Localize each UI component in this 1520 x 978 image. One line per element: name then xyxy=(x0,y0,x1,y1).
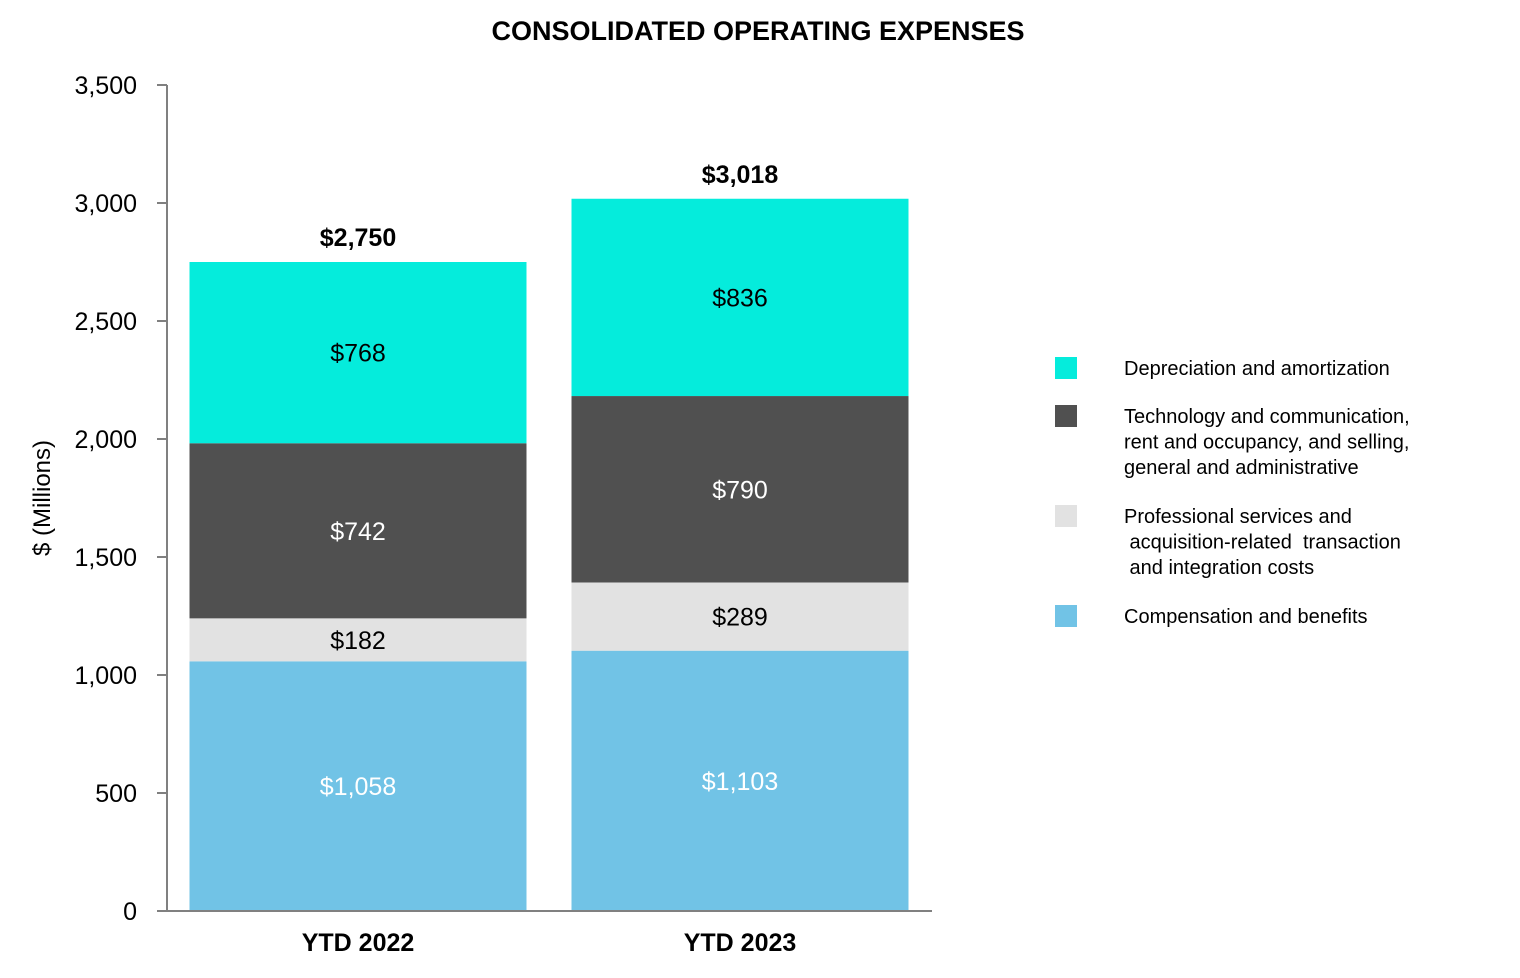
bar-segment xyxy=(571,582,909,651)
legend: Depreciation and amortization Technology … xyxy=(1055,357,1410,628)
legend-item: Professional services and acquisition-re… xyxy=(1055,505,1401,579)
y-tick-label: 1,000 xyxy=(74,662,137,690)
segment-value-label: $768 xyxy=(330,340,386,368)
legend-label: and integration costs xyxy=(1124,557,1314,579)
legend-label: Professional services and xyxy=(1124,506,1352,528)
y-axis-label: $ (Millions) xyxy=(29,440,56,556)
legend-swatch xyxy=(1055,357,1077,379)
segment-value-label: $742 xyxy=(330,518,386,546)
segment-value-label: $836 xyxy=(712,284,768,312)
segment-value-label: $1,103 xyxy=(702,768,778,796)
x-category-label: YTD 2022 xyxy=(302,929,415,957)
legend-item: Depreciation and amortization xyxy=(1055,357,1390,380)
legend-item: Compensation and benefits xyxy=(1055,605,1368,628)
bar-stack-ytd-2023: $1,103 $289 $790 $836 $3,018 xyxy=(571,161,909,911)
bar-total-label: $3,018 xyxy=(702,161,779,189)
y-tick-label: 2,500 xyxy=(74,308,137,336)
segment-value-label: $289 xyxy=(712,604,768,632)
legend-label: general and administrative xyxy=(1124,457,1359,479)
bar-segment xyxy=(189,262,527,444)
y-tick-label: 1,500 xyxy=(74,544,137,572)
legend-swatch xyxy=(1055,505,1077,527)
legend-label: Depreciation and amortization xyxy=(1124,358,1390,380)
y-tick-label: 3,500 xyxy=(74,72,137,100)
x-category-label: YTD 2023 xyxy=(684,929,797,957)
y-tick-label: 3,000 xyxy=(74,190,137,218)
chart-title: CONSOLIDATED OPERATING EXPENSES xyxy=(491,16,1024,46)
legend-label: Compensation and benefits xyxy=(1124,606,1368,628)
bars: $1,058 $182 $742 $768 $2,750 $1,103 $289 $790 $8… xyxy=(189,161,909,911)
bar-segment xyxy=(571,396,909,583)
y-tick-label: 0 xyxy=(123,898,137,926)
x-axis: YTD 2022 YTD 2023 xyxy=(157,910,932,957)
y-tick-label: 500 xyxy=(95,780,137,808)
legend-label: rent and occupancy, and selling, xyxy=(1124,432,1409,454)
y-tick-label: 2,000 xyxy=(74,426,137,454)
legend-swatch xyxy=(1055,405,1077,427)
bar-total-label: $2,750 xyxy=(320,224,396,252)
legend-label: acquisition-related transaction xyxy=(1124,532,1401,554)
y-axis: 0 500 1,000 1,500 2,000 2,500 3,000 3,500 xyxy=(74,72,168,926)
legend-item: Technology and communication, rent and oc… xyxy=(1055,405,1410,479)
bar-segment xyxy=(571,650,909,911)
bar-segment xyxy=(571,198,909,397)
bar-segment xyxy=(189,661,527,911)
segment-value-label: $182 xyxy=(330,627,386,655)
segment-value-label: $1,058 xyxy=(320,773,396,801)
legend-label: Technology and communication, xyxy=(1124,406,1410,428)
bar-segment xyxy=(189,443,527,619)
segment-value-label: $790 xyxy=(712,476,768,504)
bar-stack-ytd-2022: $1,058 $182 $742 $768 $2,750 xyxy=(189,224,527,911)
legend-swatch xyxy=(1055,605,1077,627)
bar-segment xyxy=(189,618,527,662)
